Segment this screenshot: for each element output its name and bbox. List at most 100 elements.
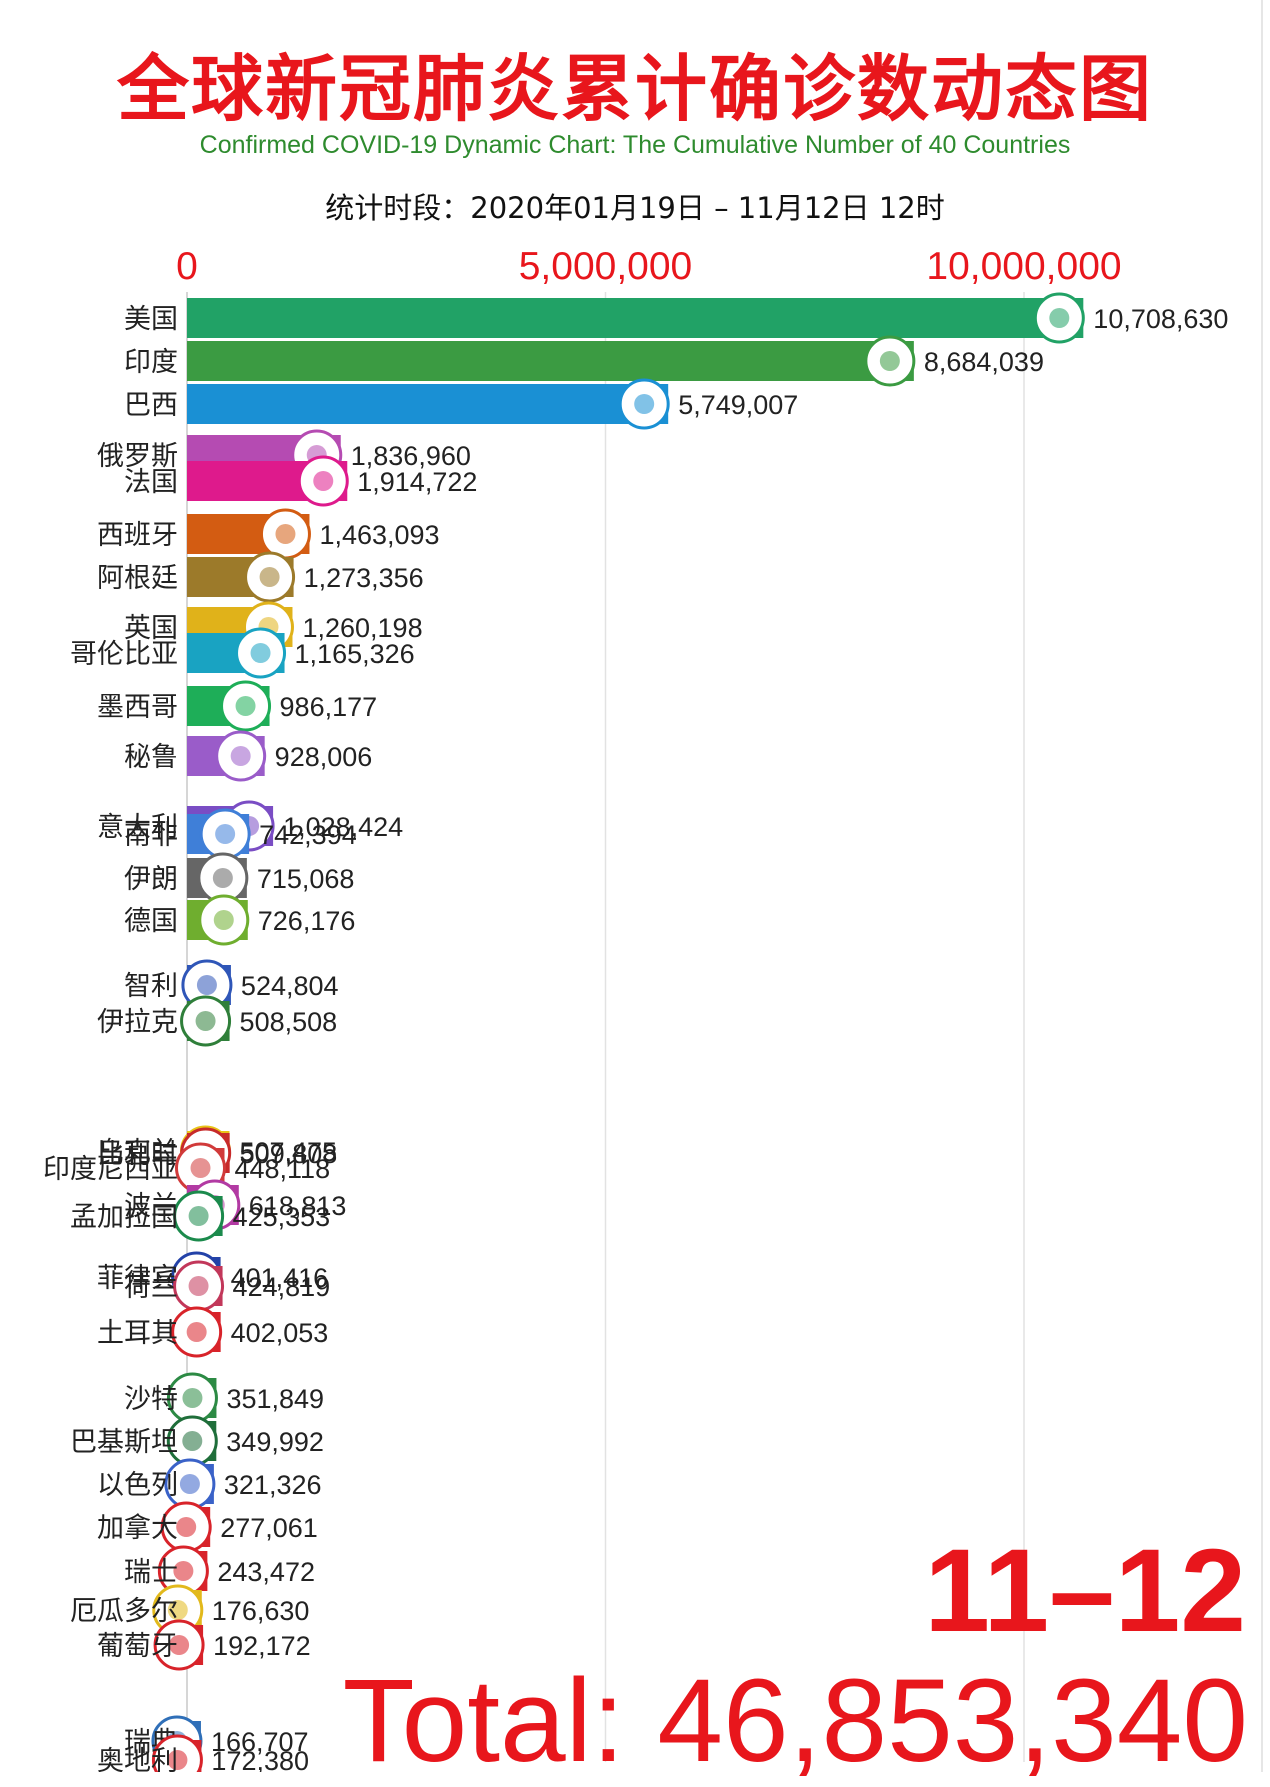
flag-emblem [212,868,233,888]
country-label: 印度 [124,347,178,378]
flag-emblem [313,471,334,491]
bar-row-2: 巴西 5,749,007 [124,378,798,430]
country-label: 法国 [124,467,178,498]
value-label: 10,708,630 [1093,304,1228,334]
country-label: 墨西哥 [97,692,178,723]
flag-emblem [182,1388,203,1408]
value-label: 5,749,007 [678,390,798,420]
bar-row-14: 德国 726,176 [124,894,356,946]
value-label: 1,028,424 [283,812,403,842]
value-label: 243,472 [217,1557,315,1587]
bar [187,384,669,424]
country-label: 南非 [124,820,178,851]
country-label: 荷兰 [124,1272,178,1303]
flag-emblem [196,975,217,995]
bar-row-31: 葡萄牙 192,172 [97,1619,311,1671]
bar-row-16: 伊拉克 508,508 [97,995,337,1047]
flag-emblem [186,1322,207,1342]
value-label: 425,353 [233,1202,331,1232]
country-label: 波兰 [124,1191,178,1222]
bar [187,341,914,381]
value-label: 742,394 [259,820,357,850]
date-label: 11–12 [924,1525,1246,1657]
country-label: 德国 [124,906,178,937]
country-label: 阿根廷 [97,563,178,594]
flag-emblem [169,1635,190,1655]
value-label: 402,053 [231,1318,329,1348]
flag-emblem [634,394,655,414]
country-label: 菲律宾 [97,1263,178,1294]
flag-emblem [167,1750,188,1770]
value-label: 1,273,356 [304,563,424,593]
bar-row-21: 孟加拉国 425,353 [70,1190,331,1242]
country-label: 孟加拉国 [70,1202,178,1233]
bar-row-8: 哥伦比亚 1,165,326 [70,627,415,679]
x-tick-label: 10,000,000 [926,245,1121,288]
bar-row-10: 秘鲁 928,006 [124,730,373,782]
value-label: 726,176 [258,906,356,936]
country-label: 以色列 [97,1470,178,1501]
value-label: 986,177 [280,692,378,722]
country-label: 美国 [124,304,178,335]
bar-row-6: 阿根廷 1,273,356 [97,551,424,603]
statistics-period: 统计时段：2020年01月19日 – 11月12日 12时 [325,191,945,225]
bar-row-0: 美国 10,708,630 [124,292,1228,344]
value-label: 524,804 [241,971,339,1001]
country-label: 伊朗 [124,864,178,895]
flag-emblem [879,351,900,371]
bar-row-29: 瑞士 243,472 [124,1545,315,1597]
value-label: 509,808 [240,1139,338,1169]
flag-emblem [215,824,236,844]
bar-row-4: 法国 1,914,722 [124,455,477,507]
bar [187,298,1084,338]
country-label: 伊拉克 [97,1007,178,1038]
flag-emblem [176,1517,197,1537]
country-label: 厄瓜多尔 [70,1596,178,1627]
value-label: 8,684,039 [924,347,1044,377]
flag-emblem [250,643,271,663]
country-label: 俄罗斯 [97,441,178,472]
flag-emblem [195,1011,216,1031]
flag-emblem [179,1474,200,1494]
flag-emblem [275,524,296,544]
flag-emblem [188,1276,209,1296]
country-label: 英国 [124,613,178,644]
flag-emblem [173,1561,194,1581]
bar-row-33: 奥地利 172,380 [97,1734,309,1772]
flag-emblem [213,910,234,930]
value-label: 928,006 [275,742,373,772]
x-tick-label: 5,000,000 [519,245,693,288]
value-label: 448,118 [235,1154,331,1184]
flag-emblem [182,1431,203,1451]
country-label: 加拿大 [97,1513,178,1544]
bar-row-25: 沙特 351,849 [124,1372,324,1424]
country-label: 奥地利 [97,1746,178,1772]
bar-row-26: 巴基斯坦 349,992 [70,1415,324,1467]
value-label: 321,326 [224,1470,322,1500]
bar-row-24: 土耳其 402,053 [97,1306,329,1358]
flag-emblem [167,1600,188,1620]
flag-emblem [235,696,256,716]
country-label: 巴基斯坦 [70,1427,178,1458]
country-label: 比利时 [97,1139,178,1170]
bar-row-15: 智利 524,804 [124,959,339,1011]
x-tick-label: 0 [176,245,198,288]
country-label: 葡萄牙 [97,1631,178,1662]
country-label: 瑞士 [124,1557,178,1588]
value-label: 172,380 [211,1746,309,1772]
flag-emblem [259,567,280,587]
country-label: 土耳其 [97,1318,178,1349]
chart-title: 全球新冠肺炎累计确诊数动态图 [116,47,1153,131]
bar-row-5: 西班牙 1,463,093 [97,508,440,560]
country-label: 巴西 [124,390,178,421]
total-label: Total: 46,853,340 [342,1655,1248,1787]
value-label: 176,630 [212,1596,310,1626]
bar-row-30: 厄瓜多尔 176,630 [70,1584,310,1636]
value-label: 1,914,722 [357,467,477,497]
value-label: 277,061 [220,1513,318,1543]
country-label: 西班牙 [97,520,178,551]
value-label: 192,172 [213,1631,311,1661]
country-label: 印度尼西亚 [43,1154,178,1185]
bar-row-23: 荷兰 424,819 [124,1260,330,1312]
